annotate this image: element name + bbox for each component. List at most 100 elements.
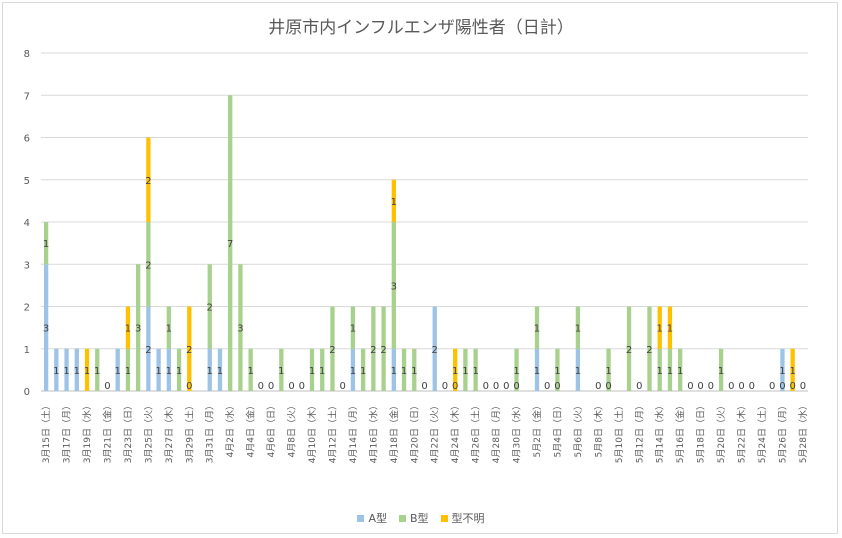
x-tick-label: 4月8日（火） <box>287 401 298 457</box>
x-tick-label: 4月10日（木） <box>306 401 318 463</box>
data-label: 2 <box>145 176 151 187</box>
bar-segment <box>330 306 335 391</box>
data-label: 0 <box>299 381 305 392</box>
x-tick-label: 3月21日（金） <box>101 401 113 463</box>
bar-segment <box>718 348 724 391</box>
data-label: 0 <box>636 381 642 392</box>
bar-segment <box>156 348 161 391</box>
data-label: 3 <box>43 324 49 335</box>
x-tick-label: 3月15日（土） <box>40 401 52 463</box>
data-label: 0 <box>503 381 509 392</box>
bar-segment <box>166 306 171 349</box>
bar-segment <box>54 348 59 391</box>
data-label: 0 <box>258 381 264 392</box>
data-label: 1 <box>84 366 90 377</box>
data-label: 7 <box>227 239 233 250</box>
bar-segment <box>667 306 673 349</box>
data-label: 1 <box>554 366 560 377</box>
y-tick-label: 1 <box>24 345 30 356</box>
legend-label: B型 <box>409 512 429 525</box>
bar-segment <box>125 306 131 349</box>
x-tick-label: 3月29日（土） <box>183 401 195 463</box>
data-label: 1 <box>115 366 121 377</box>
data-label: 0 <box>288 381 294 392</box>
data-label: 1 <box>605 366 611 377</box>
legend-label: A型 <box>368 512 387 525</box>
x-tick-label: 5月22日（木） <box>736 401 748 463</box>
data-label: 1 <box>513 366 519 377</box>
x-tick-label: 4月22日（火） <box>430 401 441 463</box>
bar-segment <box>790 348 795 391</box>
bar-segment <box>187 306 192 391</box>
x-tick-label: 4月2日（水） <box>224 401 236 457</box>
data-label: 1 <box>94 366 100 377</box>
data-label: 1 <box>166 366 172 377</box>
x-tick-label: 4月16日（水） <box>367 401 379 463</box>
x-tick-label: 4月12日（土） <box>326 401 338 463</box>
bar-segment <box>391 222 396 349</box>
data-label: 1 <box>789 366 795 377</box>
data-label: 1 <box>677 366 683 377</box>
data-label: 1 <box>391 366 397 377</box>
data-label: 1 <box>575 366 581 377</box>
bar-segment <box>432 306 437 391</box>
x-tick-label: 3月31日（月） <box>205 401 216 463</box>
data-label: 0 <box>104 381 110 392</box>
bar-segment <box>43 264 49 391</box>
bar-segment <box>534 348 540 391</box>
data-label: 0 <box>800 381 806 392</box>
data-label: 0 <box>728 381 734 392</box>
data-label: 0 <box>554 381 560 392</box>
y-tick-label: 3 <box>24 260 30 271</box>
x-tick-label: 4月20日（日） <box>409 401 420 463</box>
bar-segment <box>381 306 386 391</box>
bar-segment <box>453 348 458 391</box>
data-label: 0 <box>605 381 611 392</box>
bar-segment <box>207 264 212 349</box>
data-label: 1 <box>779 366 785 377</box>
bar-segment <box>463 348 468 391</box>
bars <box>43 95 795 391</box>
x-tick-label: 3月17日（月） <box>62 401 73 463</box>
data-label: 0 <box>779 381 785 392</box>
x-tick-label: 4月4日（金） <box>245 401 257 457</box>
x-tick-label: 4月24日（木） <box>449 401 461 463</box>
bar-segment <box>606 348 611 391</box>
data-label: 1 <box>534 366 540 377</box>
x-tick-label: 5月12日（月） <box>634 401 645 463</box>
x-tick-label: 4月30日（水） <box>511 401 523 463</box>
bar-segment <box>115 348 120 391</box>
legend-label: 型不明 <box>451 512 485 525</box>
bar-segment <box>391 179 396 222</box>
data-label: 1 <box>452 366 458 377</box>
bar-segment <box>207 348 212 391</box>
data-label: 0 <box>687 381 693 392</box>
bar-segment <box>626 306 632 391</box>
x-tick-label: 5月26日（月） <box>777 401 788 463</box>
x-tick-label: 4月14日（月） <box>348 401 359 463</box>
data-label: 0 <box>339 381 345 392</box>
data-label: 1 <box>667 324 673 335</box>
data-label: 3 <box>237 324 243 335</box>
data-label: 1 <box>53 366 59 377</box>
bar-segment <box>320 348 325 391</box>
data-label: 0 <box>595 381 601 392</box>
data-label: 0 <box>452 381 458 392</box>
legend-item: A型 <box>357 510 387 526</box>
data-label: 0 <box>442 381 448 392</box>
bar-segment <box>780 348 785 391</box>
y-tick-label: 8 <box>24 49 30 60</box>
data-label: 1 <box>63 366 69 377</box>
x-tick-label: 5月20日（火） <box>716 401 727 463</box>
x-tick-label: 3月25日（火） <box>143 401 154 463</box>
bar-segment <box>64 348 69 391</box>
bar-segment <box>401 348 407 391</box>
legend-swatch <box>440 514 448 522</box>
bar-segment <box>248 348 253 391</box>
bar-segment <box>575 348 581 391</box>
bar-segment <box>647 306 652 391</box>
x-tick-label: 5月24日（土） <box>756 401 768 463</box>
data-label: 0 <box>697 381 703 392</box>
bar-segment <box>555 348 560 391</box>
